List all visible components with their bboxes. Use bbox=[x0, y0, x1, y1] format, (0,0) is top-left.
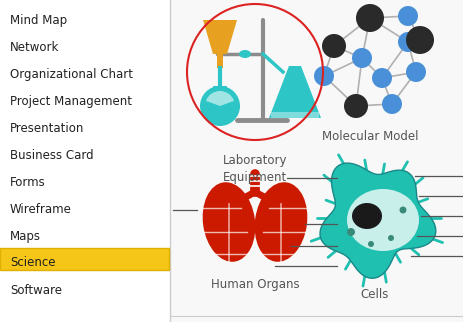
Circle shape bbox=[322, 34, 346, 58]
Polygon shape bbox=[217, 54, 223, 68]
FancyBboxPatch shape bbox=[0, 248, 169, 270]
Circle shape bbox=[344, 94, 368, 118]
Text: Cells: Cells bbox=[361, 288, 389, 301]
Circle shape bbox=[398, 6, 418, 26]
Text: Molecular Model: Molecular Model bbox=[322, 130, 418, 143]
Ellipse shape bbox=[255, 182, 307, 262]
Circle shape bbox=[352, 48, 372, 68]
Text: Business Card: Business Card bbox=[10, 148, 94, 162]
Circle shape bbox=[406, 62, 426, 82]
Text: Science: Science bbox=[10, 257, 56, 270]
Circle shape bbox=[356, 4, 384, 32]
Ellipse shape bbox=[347, 189, 419, 251]
Text: Organizational Chart: Organizational Chart bbox=[10, 68, 133, 80]
Circle shape bbox=[400, 206, 407, 213]
Circle shape bbox=[200, 86, 240, 126]
Circle shape bbox=[372, 68, 392, 88]
Wedge shape bbox=[206, 91, 234, 106]
Text: Project Management: Project Management bbox=[10, 94, 132, 108]
Polygon shape bbox=[271, 112, 319, 118]
Text: Software: Software bbox=[10, 283, 62, 297]
Circle shape bbox=[398, 32, 418, 52]
Ellipse shape bbox=[352, 203, 382, 229]
Text: Presentation: Presentation bbox=[10, 121, 84, 135]
Text: Human Organs: Human Organs bbox=[211, 278, 299, 291]
Text: Laboratory
Equipment: Laboratory Equipment bbox=[223, 154, 287, 184]
Polygon shape bbox=[213, 86, 227, 92]
Polygon shape bbox=[269, 66, 321, 118]
Circle shape bbox=[347, 228, 355, 236]
Circle shape bbox=[382, 94, 402, 114]
Text: Mind Map: Mind Map bbox=[10, 14, 67, 26]
Polygon shape bbox=[203, 20, 237, 54]
Circle shape bbox=[368, 241, 374, 247]
Ellipse shape bbox=[203, 182, 255, 262]
Text: Network: Network bbox=[10, 41, 59, 53]
Ellipse shape bbox=[239, 50, 251, 58]
Text: Wireframe: Wireframe bbox=[10, 203, 72, 215]
Circle shape bbox=[314, 66, 334, 86]
Text: Forms: Forms bbox=[10, 175, 46, 188]
Text: Maps: Maps bbox=[10, 230, 41, 242]
Circle shape bbox=[388, 235, 394, 241]
Polygon shape bbox=[320, 163, 436, 278]
Circle shape bbox=[406, 26, 434, 54]
FancyBboxPatch shape bbox=[170, 0, 463, 322]
